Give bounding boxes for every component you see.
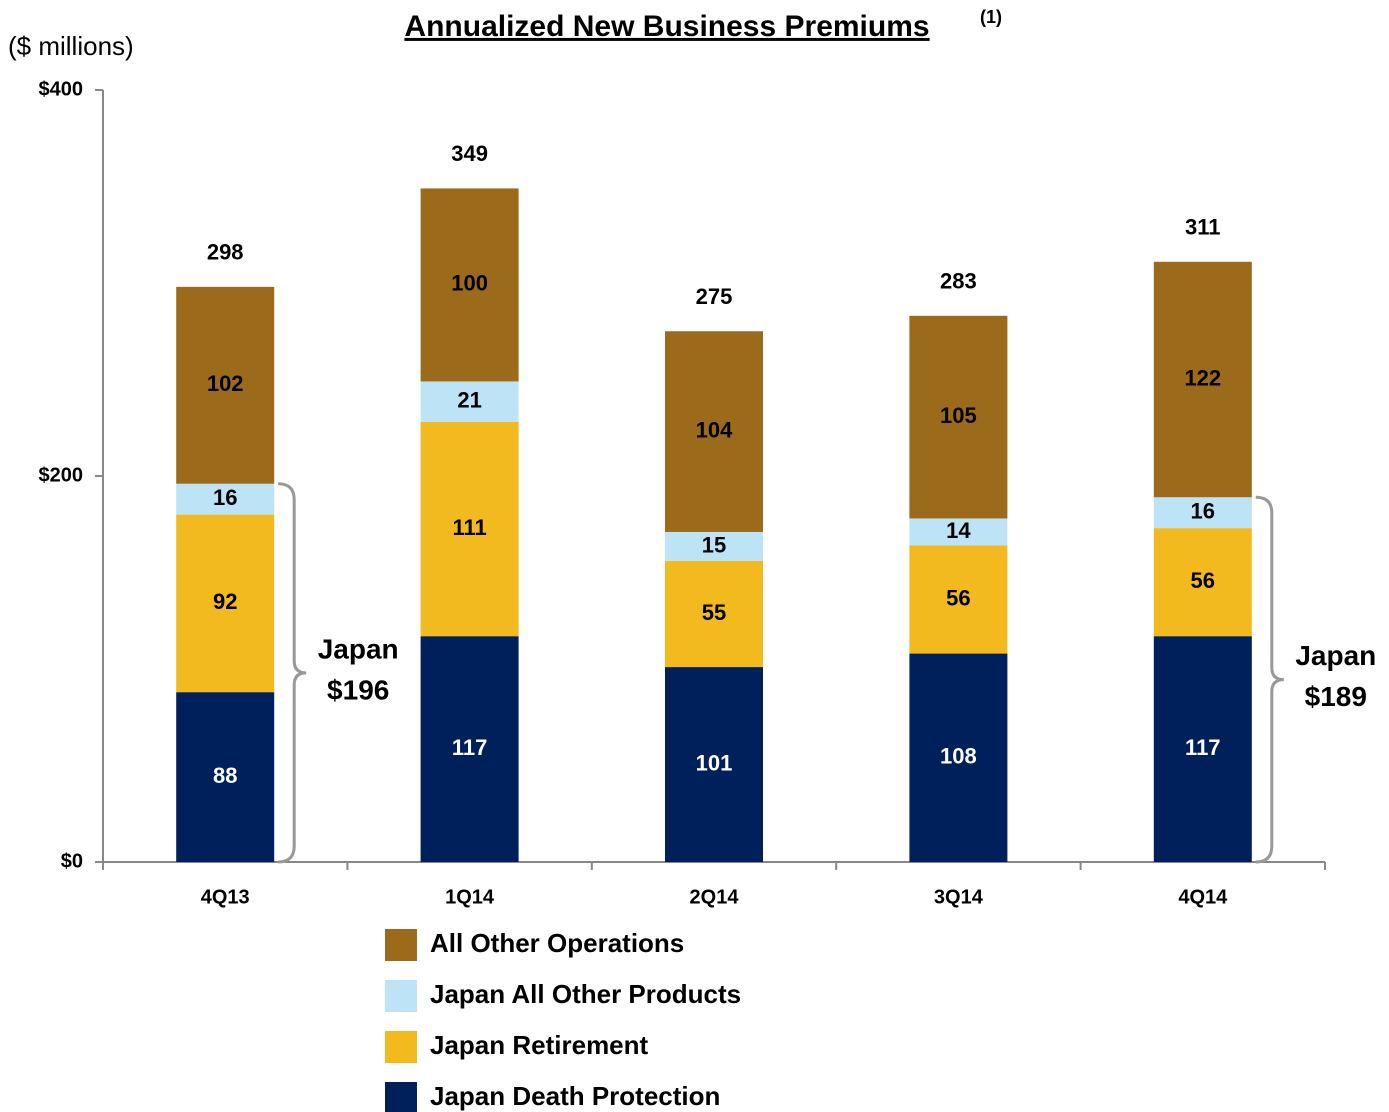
segment-label: 21: [457, 388, 481, 413]
brace: [278, 482, 307, 864]
segment-label: 56: [1191, 568, 1215, 593]
bar-segment: [176, 286, 275, 484]
bar-segment: [1153, 261, 1252, 498]
bar-segment: [1153, 528, 1252, 637]
legend-swatch: [385, 1031, 417, 1063]
segment-label: 117: [452, 735, 488, 760]
segment-label: 16: [213, 485, 237, 510]
legend-label: Japan All Other Products: [430, 979, 741, 1009]
bar-segment: [665, 667, 763, 862]
legend-label: All Other Operations: [430, 928, 684, 958]
legend-label: Japan Death Protection: [430, 1081, 720, 1111]
legend-swatch: [385, 929, 417, 961]
segment-label: 117: [1185, 735, 1221, 760]
annotation-text: Japan: [318, 633, 399, 664]
segment-label: 111: [452, 515, 486, 540]
annotation-value: $196: [327, 674, 389, 705]
segment-label: 88: [213, 763, 237, 788]
bar-segment: [176, 692, 275, 862]
segment-label: 56: [946, 585, 970, 610]
segment-label: 92: [213, 589, 237, 614]
segment-label: 14: [946, 518, 971, 543]
bar-segment: [909, 518, 1008, 546]
x-tick-label: 4Q13: [201, 886, 250, 908]
chart-title: Annualized New Business Premiums: [404, 10, 929, 43]
legend-label: Japan Retirement: [430, 1030, 649, 1060]
bar-segment: [909, 545, 1008, 654]
bar-segment: [665, 531, 763, 561]
segment-label: 55: [702, 600, 726, 625]
annotation-value: $189: [1305, 681, 1367, 712]
title-superscript: (1): [980, 7, 1002, 27]
segment-label: 15: [702, 532, 726, 557]
total-label: 311: [1185, 215, 1221, 240]
bar-segment: [420, 421, 519, 637]
segment-label: 104: [696, 417, 733, 442]
x-tick-label: 1Q14: [445, 886, 495, 908]
legend-swatch: [385, 980, 417, 1012]
bar-segment: [1153, 497, 1252, 529]
brace: [1255, 495, 1284, 864]
total-label: 349: [451, 141, 488, 166]
segment-label: 101: [696, 750, 733, 775]
legend-swatch: [385, 1082, 417, 1112]
bar-segment: [176, 514, 275, 693]
segment-label: 122: [1184, 365, 1221, 390]
bar-segment: [420, 188, 519, 382]
y-tick-label: $200: [39, 464, 84, 486]
segment-label: 108: [940, 744, 977, 769]
segment-label: 105: [940, 403, 977, 428]
bar-segment: [909, 315, 1008, 519]
bar-segment: [909, 653, 1008, 862]
segment-label: 100: [451, 271, 488, 296]
total-label: 275: [696, 284, 733, 309]
bar-segment: [420, 381, 519, 422]
bar-segment: [176, 483, 275, 515]
total-label: 283: [940, 269, 977, 294]
y-axis-label: ($ millions): [8, 31, 134, 61]
bar-segment: [1153, 636, 1252, 862]
segment-label: 102: [207, 371, 244, 396]
x-tick-label: 3Q14: [934, 886, 984, 908]
y-tick-label: $0: [61, 850, 83, 872]
segment-label: 16: [1191, 498, 1215, 523]
bar-segment: [665, 331, 763, 532]
y-tick-label: $400: [39, 78, 84, 100]
bar-segment: [420, 636, 519, 862]
x-tick-label: 4Q14: [1178, 886, 1228, 908]
bar-segment: [665, 560, 763, 668]
annotation-text: Japan: [1295, 640, 1376, 671]
x-tick-label: 2Q14: [690, 886, 740, 908]
total-label: 298: [207, 240, 244, 265]
